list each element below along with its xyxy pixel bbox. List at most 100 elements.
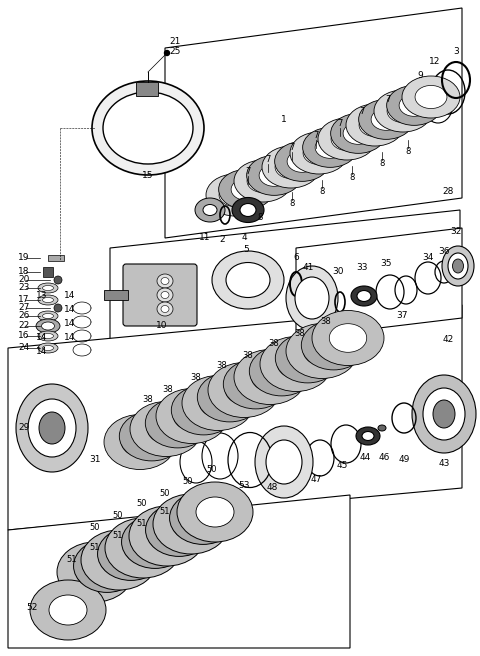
Text: 7: 7 [245, 167, 251, 176]
Ellipse shape [103, 92, 193, 164]
Ellipse shape [16, 384, 88, 472]
Ellipse shape [199, 389, 237, 417]
Text: 15: 15 [142, 171, 154, 180]
Ellipse shape [147, 415, 185, 443]
Ellipse shape [316, 331, 352, 359]
Text: 21: 21 [169, 37, 180, 47]
Text: 51: 51 [67, 556, 77, 565]
Ellipse shape [249, 346, 314, 396]
Text: 48: 48 [266, 483, 278, 493]
Ellipse shape [318, 118, 376, 160]
Ellipse shape [206, 174, 264, 216]
Text: 8: 8 [405, 148, 411, 157]
Ellipse shape [262, 146, 320, 188]
Ellipse shape [81, 530, 157, 590]
Text: 14: 14 [64, 333, 76, 342]
Ellipse shape [275, 142, 330, 181]
Text: 47: 47 [310, 476, 322, 485]
Ellipse shape [43, 298, 53, 302]
Ellipse shape [259, 165, 289, 186]
Text: 8: 8 [289, 199, 295, 209]
Ellipse shape [266, 440, 302, 484]
Text: 38: 38 [216, 361, 228, 371]
Ellipse shape [160, 409, 196, 437]
Ellipse shape [295, 277, 329, 319]
Text: 38: 38 [295, 329, 305, 337]
Ellipse shape [357, 291, 371, 302]
Ellipse shape [301, 320, 366, 370]
Ellipse shape [387, 100, 419, 123]
Ellipse shape [231, 178, 261, 200]
Ellipse shape [161, 277, 169, 285]
Ellipse shape [387, 85, 442, 125]
Ellipse shape [303, 127, 358, 167]
Ellipse shape [76, 557, 114, 587]
Text: 50: 50 [90, 523, 100, 533]
Text: 49: 49 [398, 455, 410, 464]
Ellipse shape [195, 198, 225, 222]
Text: 8: 8 [319, 188, 324, 197]
Ellipse shape [129, 506, 205, 566]
Text: 7: 7 [289, 144, 295, 152]
Ellipse shape [374, 90, 432, 132]
Circle shape [165, 51, 169, 56]
Ellipse shape [303, 337, 341, 365]
Ellipse shape [433, 400, 455, 428]
Ellipse shape [356, 427, 380, 445]
Ellipse shape [157, 288, 173, 302]
Ellipse shape [173, 401, 211, 430]
Ellipse shape [247, 169, 279, 193]
Ellipse shape [442, 246, 474, 286]
Ellipse shape [100, 545, 138, 575]
Text: 24: 24 [18, 344, 29, 352]
Ellipse shape [41, 322, 55, 330]
Ellipse shape [315, 136, 345, 158]
Text: 7: 7 [360, 108, 365, 117]
Text: 14: 14 [36, 348, 48, 356]
Text: 36: 36 [438, 247, 450, 256]
Ellipse shape [39, 412, 65, 444]
Ellipse shape [453, 259, 464, 273]
Text: 41: 41 [302, 264, 314, 272]
Ellipse shape [130, 401, 202, 457]
Text: 25: 25 [169, 47, 180, 56]
Text: 16: 16 [18, 331, 29, 340]
Ellipse shape [177, 482, 253, 542]
Text: 23: 23 [18, 283, 29, 293]
Text: 38: 38 [191, 373, 202, 382]
Text: 50: 50 [137, 499, 147, 508]
Ellipse shape [43, 346, 53, 350]
FancyBboxPatch shape [43, 267, 53, 277]
Text: 33: 33 [356, 264, 368, 272]
Text: 8: 8 [379, 159, 384, 169]
Text: 14: 14 [64, 306, 76, 314]
Text: 7: 7 [337, 119, 343, 129]
FancyBboxPatch shape [136, 82, 158, 96]
Ellipse shape [225, 376, 263, 404]
Ellipse shape [255, 426, 313, 498]
Ellipse shape [120, 411, 184, 461]
Text: 34: 34 [422, 253, 434, 262]
Ellipse shape [276, 333, 340, 383]
Ellipse shape [28, 399, 76, 457]
Text: 51: 51 [160, 508, 170, 516]
Ellipse shape [448, 253, 468, 279]
Ellipse shape [104, 415, 176, 470]
Ellipse shape [49, 595, 87, 625]
Ellipse shape [43, 333, 53, 338]
Ellipse shape [219, 169, 274, 209]
Ellipse shape [38, 283, 58, 293]
Text: 11: 11 [199, 232, 211, 241]
Text: 4: 4 [241, 234, 247, 243]
Ellipse shape [312, 310, 384, 365]
Ellipse shape [73, 540, 141, 592]
Ellipse shape [30, 580, 106, 640]
Ellipse shape [232, 197, 264, 222]
Ellipse shape [362, 432, 374, 440]
Bar [104, 290, 128, 300]
Ellipse shape [264, 358, 300, 385]
Ellipse shape [290, 132, 348, 174]
Text: 7: 7 [313, 131, 319, 140]
Ellipse shape [287, 150, 317, 173]
Ellipse shape [148, 521, 186, 551]
